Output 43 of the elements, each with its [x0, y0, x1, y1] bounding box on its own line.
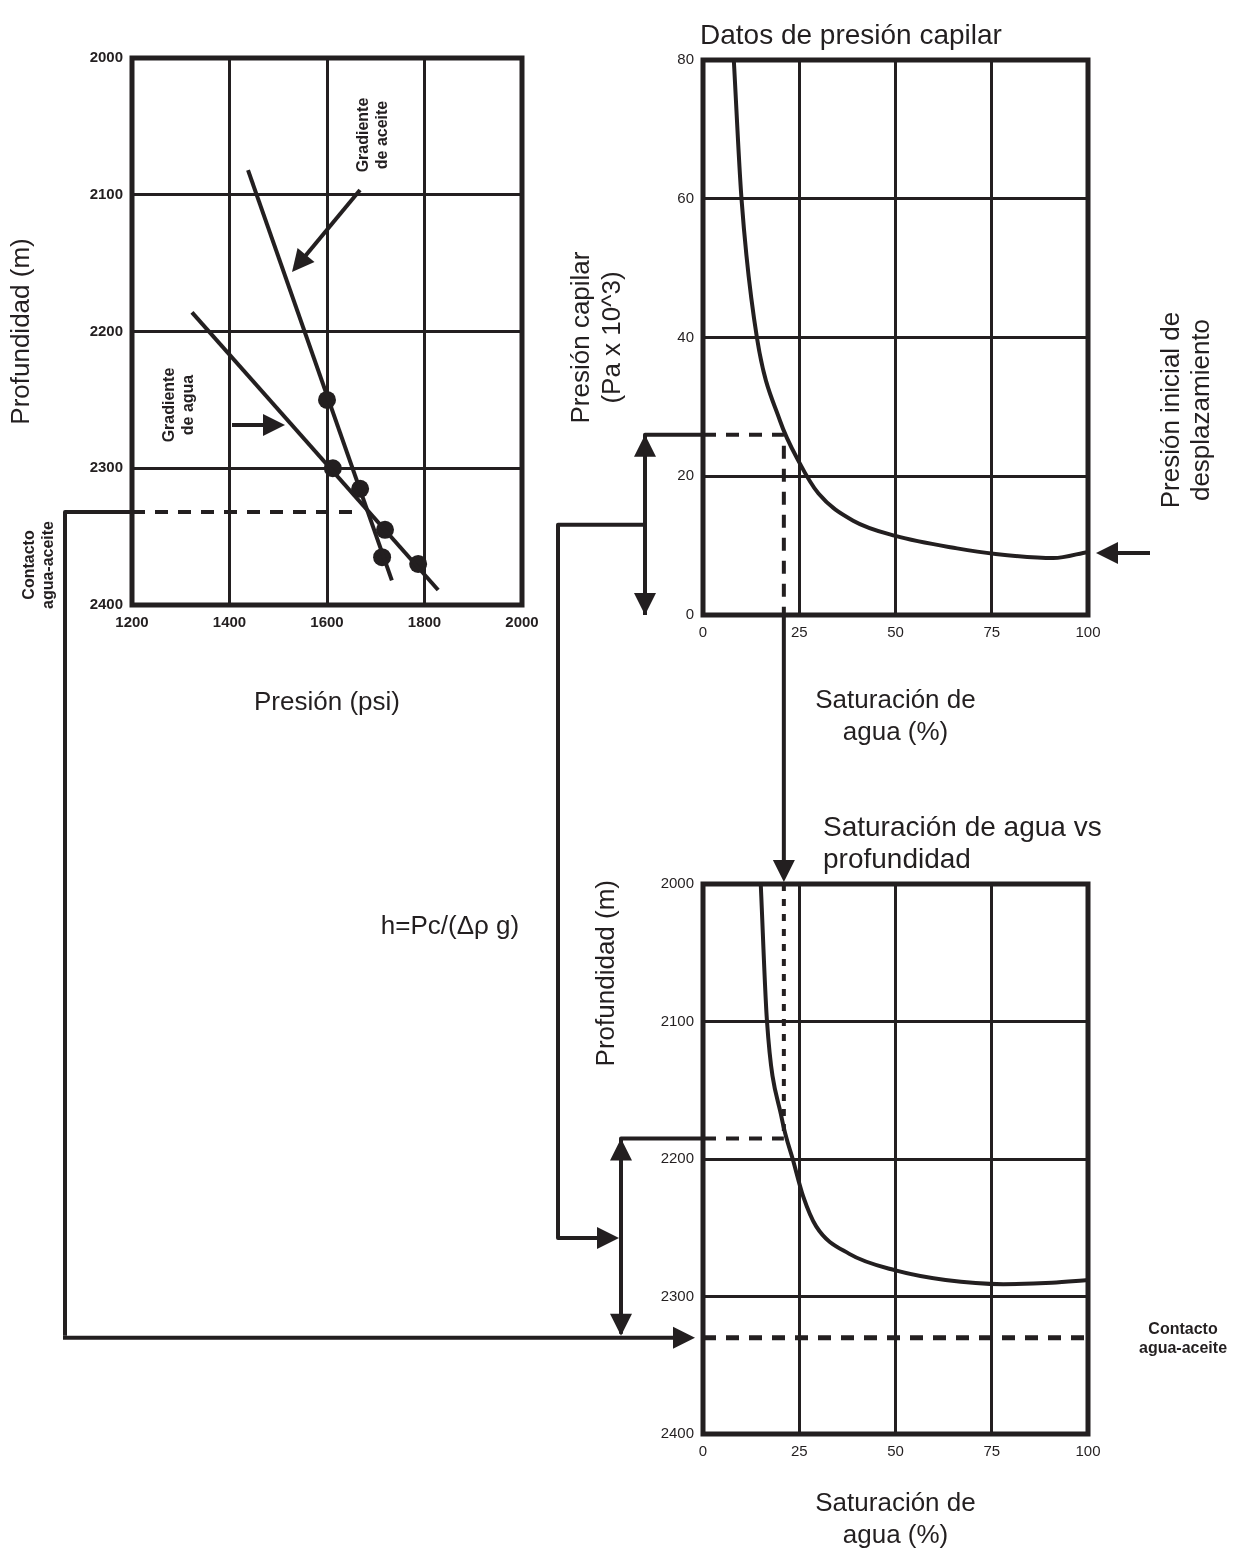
- x-tick-label: 100: [1075, 1442, 1101, 1460]
- y-tick-label: 2000: [660, 874, 694, 892]
- y-tick-label: 2100: [660, 1011, 694, 1029]
- y-tick-label: 80: [677, 50, 694, 68]
- y-axis-title: Presión capilar (Pa x 10^3): [564, 251, 626, 424]
- x-tick-label: 50: [887, 1442, 904, 1460]
- y-tick-label: 2300: [660, 1286, 694, 1304]
- text: Contacto agua-aceite: [20, 520, 56, 610]
- x-axis-title: Presión (psi): [254, 685, 400, 716]
- y-tick-label: 2000: [89, 48, 123, 66]
- x-tick-label: 50: [887, 623, 904, 641]
- y-axis-title: Profundidad (m): [4, 238, 35, 425]
- x-tick-label: 0: [698, 623, 708, 641]
- y-axis-title: Profundidad (m): [590, 880, 621, 1067]
- text: h=Pc/(Δρ g): [380, 910, 520, 941]
- x-axis-title: Saturación de agua (%): [815, 684, 976, 746]
- x-tick-label: 75: [983, 623, 1001, 641]
- x-tick-label: 75: [983, 1442, 1001, 1460]
- y-tick-label: 2200: [89, 321, 123, 339]
- x-tick-label: 1800: [407, 613, 442, 631]
- chart-title: Saturación de agua vs profundidad: [823, 810, 1102, 874]
- y-tick-label: 2400: [89, 595, 123, 613]
- x-tick-label: 25: [790, 623, 808, 641]
- y-tick-label: 2300: [89, 458, 123, 476]
- ref-line-label: Contacto agua-aceite: [1138, 1320, 1228, 1356]
- x-axis-title: Saturación de agua (%): [815, 1487, 976, 1549]
- y-tick-label: 20: [677, 466, 694, 484]
- y-tick-label: 60: [677, 188, 694, 206]
- x-tick-label: 1400: [212, 613, 247, 631]
- x-tick-label: 0: [698, 1442, 708, 1460]
- y-tick-label: 2400: [660, 1424, 694, 1442]
- annotation: Gradiente de agua: [160, 367, 196, 443]
- y-tick-label: 40: [677, 327, 694, 345]
- y-tick-label: 2200: [660, 1149, 694, 1167]
- chart-title: Datos de presión capilar: [700, 18, 1002, 50]
- x-tick-label: 1200: [115, 613, 149, 631]
- y-tick-label: 2100: [89, 184, 123, 202]
- text: Presión inicial de desplazamiento: [1155, 311, 1216, 509]
- x-tick-label: 25: [790, 1442, 808, 1460]
- x-tick-label: 100: [1075, 623, 1101, 641]
- annotation: Gradiente de aceite: [354, 97, 390, 173]
- x-tick-label: 2000: [505, 613, 539, 631]
- x-tick-label: 1600: [310, 613, 344, 631]
